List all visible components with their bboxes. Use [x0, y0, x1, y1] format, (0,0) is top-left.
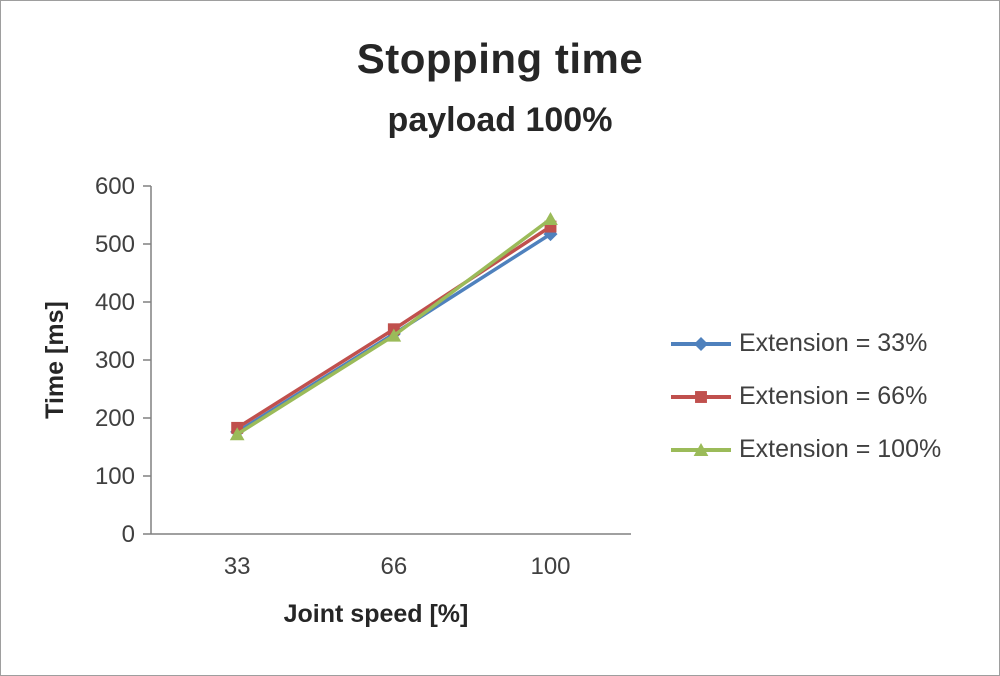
legend: Extension = 33% Extension = 66% Extension …	[669, 329, 989, 464]
square-marker-icon	[695, 390, 707, 403]
diamond-marker-icon	[694, 336, 708, 351]
y-tick-label: 300	[95, 347, 135, 374]
y-tick-label: 500	[95, 231, 135, 258]
y-tick-label: 200	[95, 405, 135, 432]
y-tick-label: 0	[122, 521, 135, 548]
y-tick-label: 400	[95, 289, 135, 316]
legend-sample	[671, 390, 731, 403]
y-tick-label: 100	[95, 463, 135, 490]
y-tick-label: 600	[95, 173, 135, 200]
triangle-marker-icon	[229, 427, 245, 441]
legend-item: Extension = 33%	[669, 329, 989, 358]
triangle-marker-icon	[543, 212, 558, 226]
legend-sample	[671, 336, 731, 351]
y-axis-title: Time [ms]	[41, 301, 69, 419]
x-tick-label: 33	[224, 553, 251, 580]
x-tick-label: 66	[380, 553, 407, 580]
legend-item: Extension = 100%	[669, 435, 989, 464]
chart-subtitle: payload 100%	[387, 101, 613, 139]
legend-item: Extension = 66%	[669, 382, 989, 411]
triangle-marker-icon	[693, 442, 709, 456]
legend-label: Extension = 100%	[739, 435, 942, 463]
chart-title: Stopping time	[356, 35, 644, 82]
x-tick-label: 100	[530, 553, 570, 580]
legend-sample	[671, 442, 731, 456]
legend-label: Extension = 66%	[739, 382, 928, 410]
x-axis-title: Joint speed [%]	[284, 600, 469, 628]
legend-label: Extension = 33%	[739, 329, 928, 357]
triangle-marker-icon	[386, 328, 402, 342]
